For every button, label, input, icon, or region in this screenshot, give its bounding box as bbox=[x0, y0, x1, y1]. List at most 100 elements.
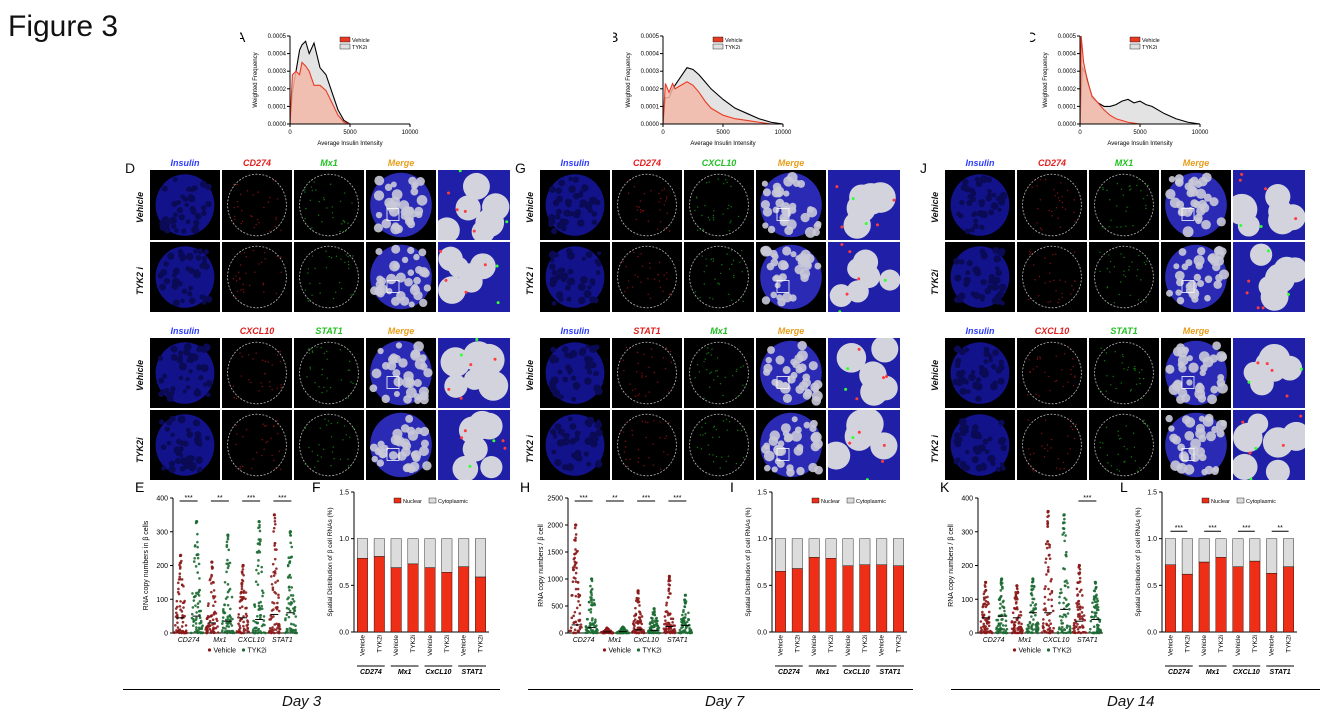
rna-dot bbox=[1138, 377, 1141, 380]
merge-nucleus bbox=[391, 244, 401, 254]
data-point bbox=[1078, 576, 1082, 580]
nucleus-dark bbox=[979, 248, 986, 255]
micro-panel-D: D Insulin CD274 Mx1 Merge Vehicle TYK2 i Insuli… bbox=[125, 158, 510, 480]
data-point bbox=[1031, 609, 1034, 613]
data-point bbox=[207, 625, 210, 629]
zoom-rna-green bbox=[851, 436, 855, 440]
nucleus-dark bbox=[972, 266, 981, 274]
y-tick-label: 0.5 bbox=[1147, 583, 1157, 590]
legend-swatch bbox=[1129, 36, 1141, 43]
data-point bbox=[1030, 584, 1034, 588]
x-tick-label: 5000 bbox=[343, 130, 357, 136]
nucleus-dark bbox=[159, 223, 167, 231]
y-tick-label: 0.0 bbox=[1147, 630, 1157, 637]
data-point bbox=[237, 613, 241, 616]
micro-tile bbox=[540, 242, 610, 312]
rna-dot bbox=[1036, 185, 1038, 187]
rna-dot bbox=[631, 286, 634, 288]
nucleus-dark bbox=[976, 377, 982, 383]
data-point bbox=[574, 548, 577, 551]
data-point bbox=[240, 599, 243, 602]
max-point bbox=[1015, 584, 1019, 588]
data-point bbox=[685, 620, 689, 624]
legend-label: Vehicle bbox=[609, 648, 632, 655]
nucleus-dark bbox=[173, 212, 178, 218]
merge-nucleus bbox=[804, 253, 815, 264]
merge-nucleus bbox=[1176, 278, 1184, 287]
rna-dot bbox=[323, 352, 326, 355]
islet-insulin bbox=[155, 246, 215, 308]
rna-dot bbox=[1145, 207, 1147, 210]
zoom-box bbox=[776, 448, 790, 461]
data-point bbox=[1031, 628, 1035, 631]
zoom-rna-green bbox=[1247, 380, 1251, 384]
rna-dot bbox=[735, 370, 737, 373]
zoom-rna-green bbox=[496, 301, 500, 305]
data-point bbox=[1096, 599, 1100, 603]
rna-dot bbox=[1099, 441, 1101, 444]
rna-dot bbox=[1110, 384, 1112, 386]
rna-dot bbox=[309, 282, 311, 285]
data-point bbox=[256, 628, 260, 632]
legend-dot bbox=[636, 648, 641, 652]
data-point bbox=[287, 615, 291, 619]
data-point bbox=[272, 526, 276, 530]
data-point bbox=[984, 599, 988, 603]
data-point bbox=[638, 604, 641, 607]
data-point bbox=[1076, 594, 1079, 597]
data-point bbox=[1027, 626, 1031, 630]
data-point bbox=[680, 620, 683, 624]
data-point bbox=[1079, 588, 1083, 592]
islet-outline bbox=[617, 173, 677, 237]
rna-dot bbox=[1139, 467, 1141, 469]
data-point bbox=[198, 577, 201, 580]
data-point bbox=[1056, 631, 1060, 635]
micro-tile bbox=[366, 338, 436, 408]
group-label: CD274 bbox=[778, 669, 800, 676]
rna-dot bbox=[326, 390, 328, 392]
zoom-nucleus bbox=[462, 172, 490, 200]
zoom-nucleus bbox=[462, 436, 488, 462]
nucleus-dark bbox=[954, 274, 962, 282]
rna-dot bbox=[263, 448, 265, 451]
zoom-rna-red bbox=[1265, 362, 1269, 366]
rna-dot bbox=[243, 252, 246, 254]
rna-dot bbox=[663, 188, 666, 190]
nucleus-dark bbox=[568, 185, 576, 194]
data-point bbox=[192, 560, 196, 563]
category-label: STAT1 bbox=[1077, 637, 1098, 644]
data-point bbox=[1047, 631, 1051, 634]
data-point bbox=[634, 621, 638, 624]
data-point bbox=[669, 617, 673, 621]
data-point bbox=[273, 516, 277, 520]
data-point bbox=[208, 624, 212, 627]
rna-dot bbox=[322, 448, 325, 451]
data-point bbox=[1064, 534, 1067, 537]
y-tick-label: 1.5 bbox=[757, 490, 767, 497]
merge-nucleus bbox=[791, 430, 802, 442]
group-label: CXCL10 bbox=[1233, 669, 1260, 676]
nucleus-dark bbox=[561, 464, 568, 471]
nucleus-dark bbox=[999, 462, 1005, 467]
nucleus-dark bbox=[965, 270, 971, 276]
rna-dot bbox=[715, 455, 718, 458]
micro-zoom-tile bbox=[438, 170, 510, 240]
rna-dot bbox=[670, 293, 672, 295]
nucleus-dark bbox=[973, 218, 979, 224]
rna-dot bbox=[1125, 425, 1127, 427]
y-tick-label: 300 bbox=[961, 529, 973, 536]
data-point bbox=[1012, 623, 1016, 627]
micro-tile bbox=[945, 338, 1015, 408]
micro-col-label: Merge bbox=[777, 158, 805, 168]
rna-dot bbox=[694, 377, 696, 379]
rna-dot bbox=[623, 369, 625, 372]
rna-dot bbox=[321, 391, 323, 394]
rna-dot bbox=[1031, 186, 1033, 188]
rna-dot bbox=[1133, 446, 1136, 449]
data-point bbox=[654, 617, 658, 620]
merge-nucleus bbox=[1186, 189, 1195, 198]
rna-dot bbox=[1123, 256, 1125, 259]
nucleus-dark bbox=[584, 377, 592, 385]
rna-dot bbox=[1036, 356, 1039, 358]
